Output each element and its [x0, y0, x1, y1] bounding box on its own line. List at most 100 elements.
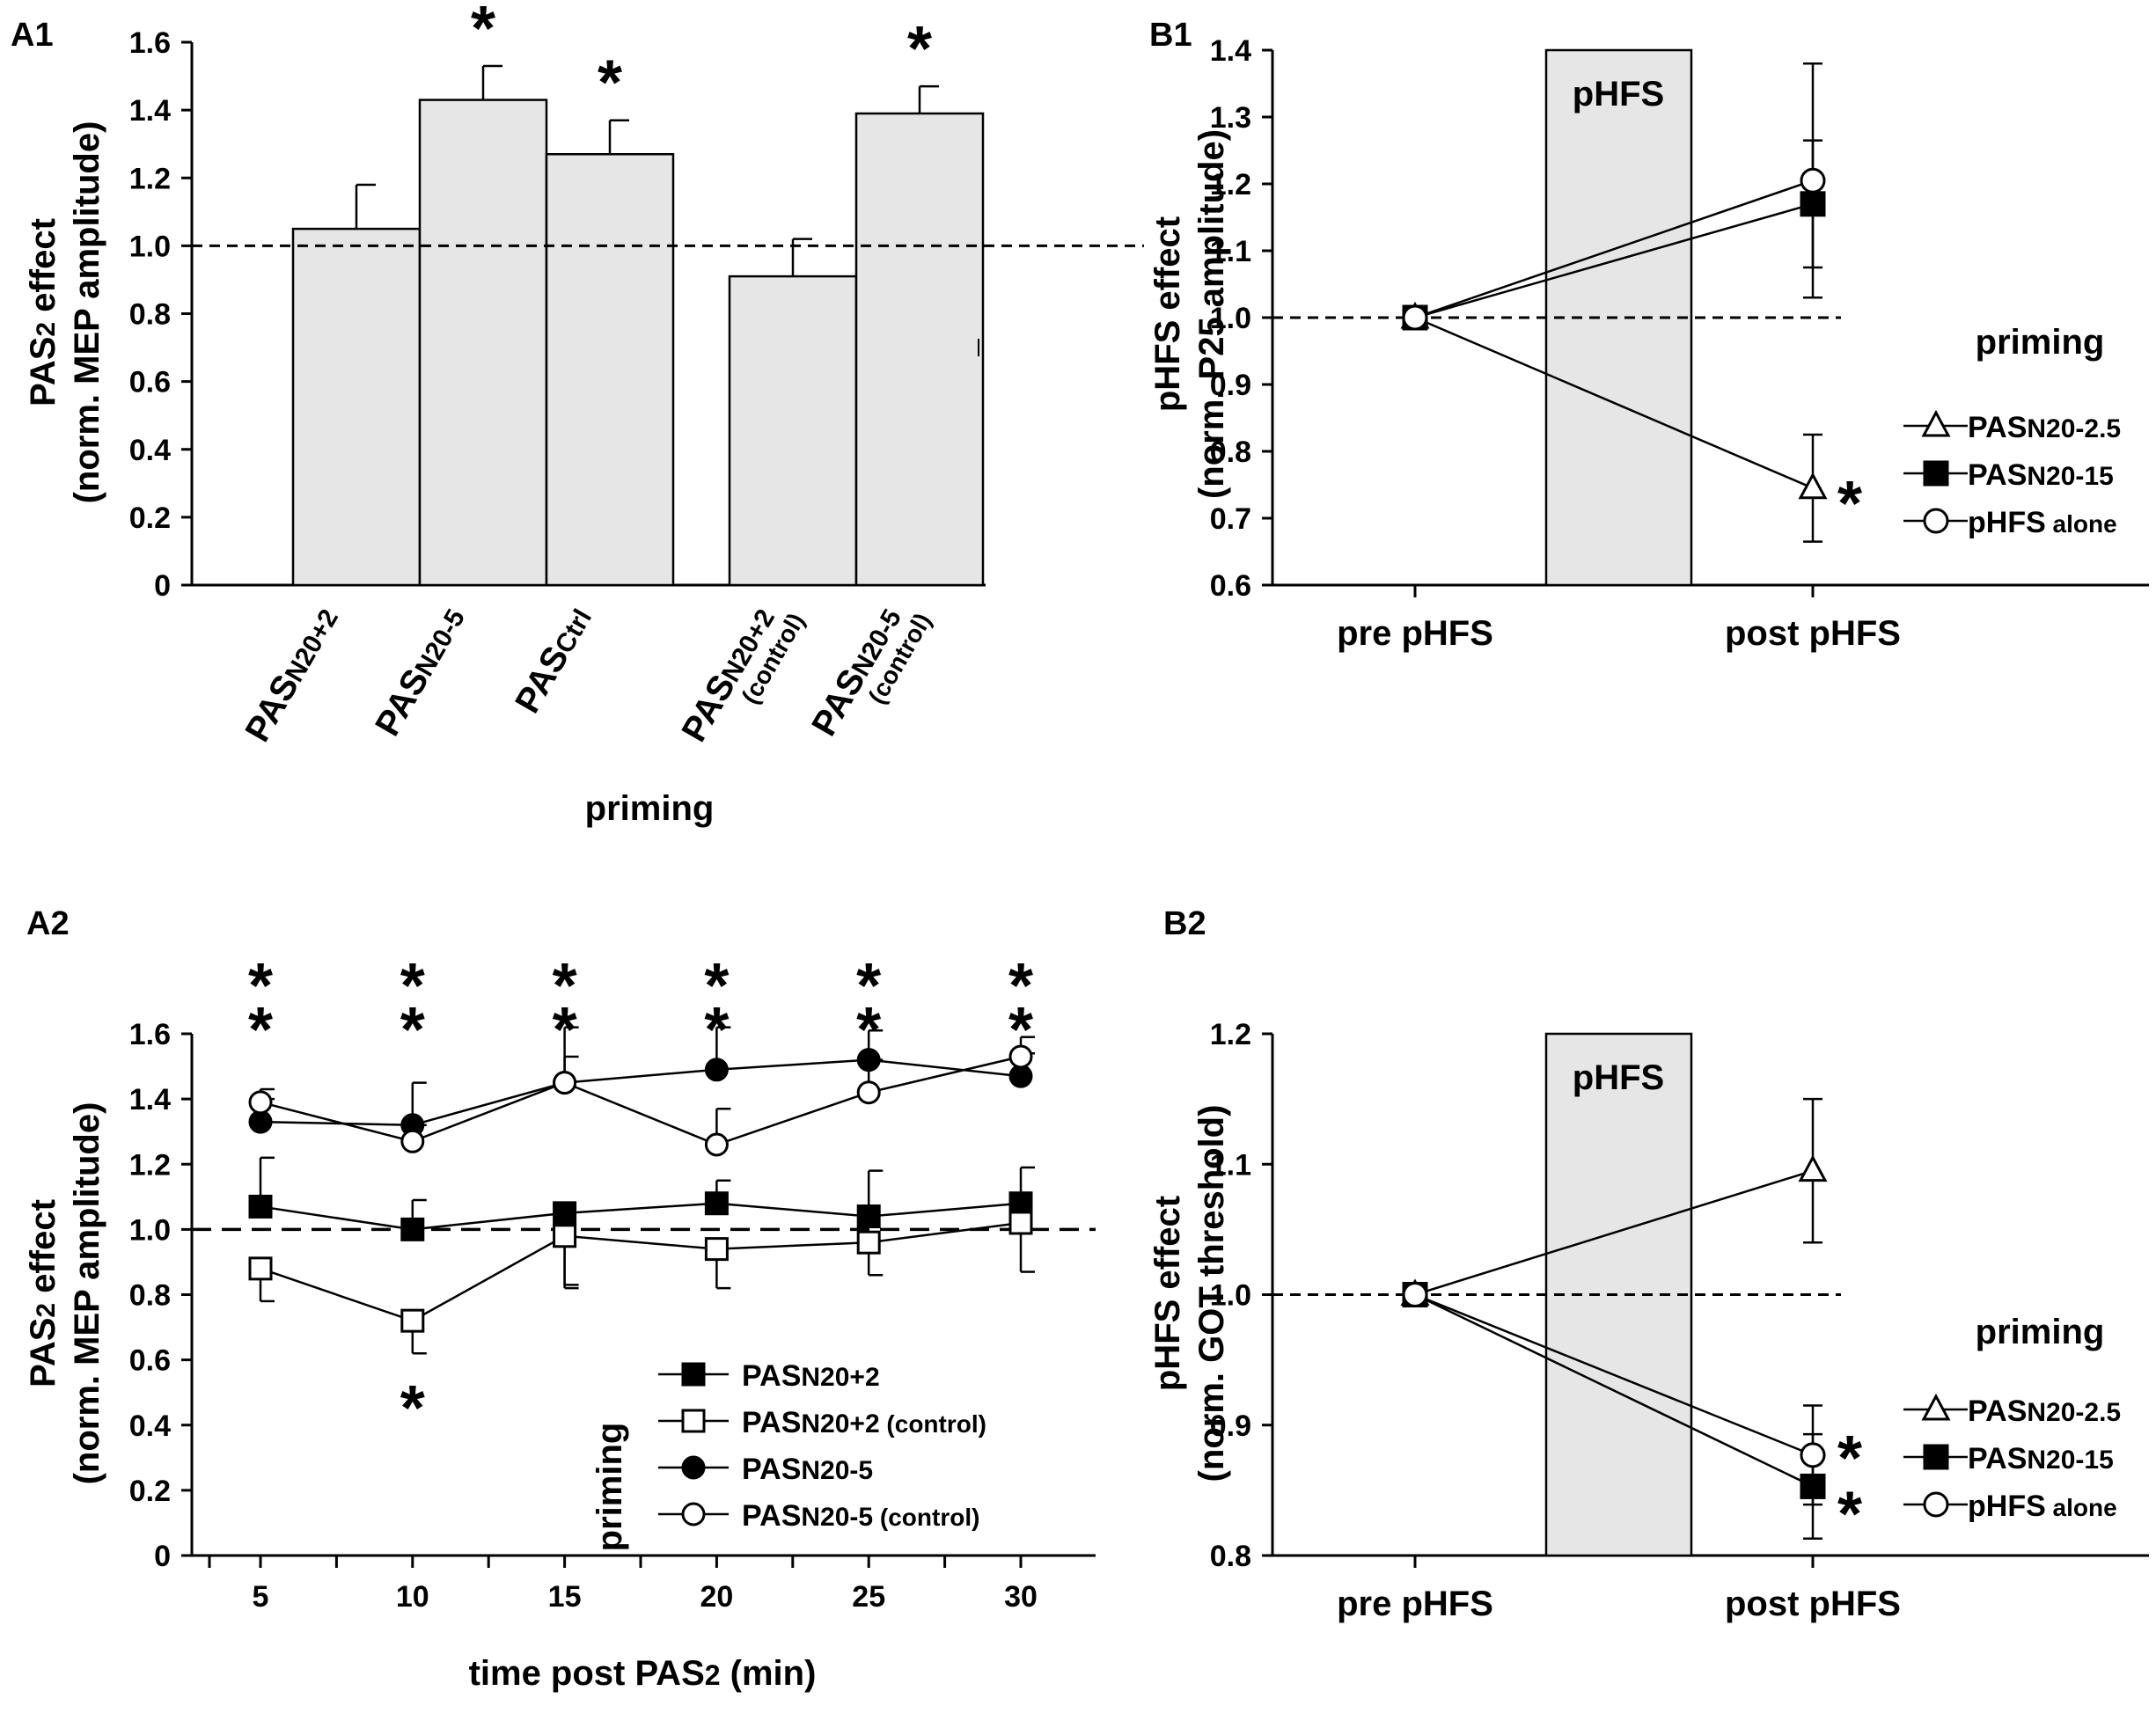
category-label: PASN20+2: [238, 601, 345, 749]
significance-star: *: [598, 48, 622, 119]
y-axis-title: pHFS effect (norm. GOT threshold): [1148, 1105, 1231, 1482]
legend-label: pHFS alone: [1968, 1490, 2117, 1523]
bar: [854, 112, 985, 587]
y-tick-label: 1.0: [129, 1213, 171, 1247]
data-point-marker: [1800, 167, 1826, 194]
y-tick-label: 1.6: [129, 1018, 171, 1051]
x-category-label: pre pHFS: [1337, 1585, 1493, 1623]
y-tick-label: 0.9: [1210, 369, 1251, 402]
significance-star: *: [553, 951, 577, 1021]
data-point-marker: [704, 1191, 729, 1216]
x-axis-title: time post PAS2 (min): [469, 1654, 817, 1693]
bar: [545, 153, 675, 587]
legend-label: PASN20-5: [742, 1453, 873, 1486]
series-line: [260, 1055, 1022, 1146]
legend-label: PASN20+2: [742, 1359, 880, 1393]
legend-label: PASN20+2 (control): [742, 1406, 986, 1439]
series-line: [1414, 316, 1814, 489]
significance-star: *: [248, 995, 273, 1065]
x-category-label: post pHFS: [1725, 1585, 1901, 1623]
data-point-marker: [248, 1090, 273, 1115]
significance-star: *: [704, 951, 729, 1021]
panel-label-b2: B2: [1163, 905, 1206, 942]
chart-b2: 0.8 0.9 1.0 1.1 1.2 pre pHFS post pHFS pHFS ** pr…: [1148, 1018, 2149, 1623]
legend-marker: [1923, 460, 1949, 487]
data-point-marker: [1798, 1154, 1828, 1182]
series-line: [260, 1221, 1022, 1322]
data-point-marker: [400, 1217, 425, 1241]
y-axis-title: pHFS effect (norm. P25 amplitude): [1148, 129, 1231, 499]
legend-label: PASN20-2.5: [1968, 1395, 2121, 1428]
y-tick-label: 0: [154, 1540, 171, 1573]
panel-label-b1: B1: [1149, 17, 1192, 54]
data-point-marker: [553, 1224, 577, 1248]
data-point-marker: [248, 1256, 273, 1281]
y-tick-label: 1.2: [129, 1148, 171, 1182]
y-tick-label: 0.4: [129, 434, 171, 467]
data-point-marker: [400, 1129, 425, 1153]
y-tick-label: 0.7: [1210, 502, 1251, 536]
chart-a2: 00.20.40.60.81.01.21.41.65 10 15 20 25 30****…: [24, 951, 1096, 1693]
y-tick-label: 0.6: [129, 1344, 171, 1378]
panel-label-a1: A1: [11, 17, 54, 54]
data-point-marker: [553, 1071, 577, 1095]
x-axis-title: priming: [585, 789, 715, 828]
data-point-marker: [1008, 1211, 1033, 1235]
y-axis-title: PAS2 effect (norm. MEP amplitude): [24, 1102, 106, 1485]
data-point-marker: [1008, 1064, 1033, 1088]
legend-marker: [1921, 409, 1951, 437]
data-point-marker: [856, 1230, 881, 1255]
data-point-marker: [856, 1080, 881, 1105]
legend-marker: [1923, 508, 1949, 534]
data-point-marker: [1008, 1044, 1033, 1069]
data-point-marker: [704, 1237, 729, 1262]
legend-title: priming: [1976, 323, 2105, 362]
y-tick-label: 0.6: [1210, 569, 1251, 603]
significance-star: *: [1008, 995, 1033, 1065]
data-point-marker: [553, 1201, 577, 1226]
significance-star: *: [400, 995, 425, 1065]
phfs-period-label: pHFS: [1573, 1058, 1664, 1097]
data-point-marker: [400, 1308, 425, 1333]
significance-star: *: [400, 1373, 425, 1444]
significance-star: *: [907, 14, 932, 84]
significance-star: *: [400, 951, 425, 1021]
series-line: [1414, 202, 1814, 319]
x-tick-label: 30: [1004, 1580, 1038, 1614]
y-tick-label: 0.4: [129, 1409, 171, 1443]
data-point-marker: [704, 1058, 729, 1082]
y-tick-label: 0: [154, 569, 171, 603]
data-point-marker: [248, 1194, 273, 1219]
y-tick-label: 1.4: [129, 1083, 171, 1116]
legend-label: pHFS alone: [1968, 506, 2117, 539]
legend-title: priming: [1976, 1313, 2105, 1351]
series-line: [1414, 1169, 1814, 1296]
legend-label: PASN20-15: [1968, 458, 2114, 492]
x-tick-label: 15: [548, 1580, 582, 1614]
y-tick-label: 1.1: [1210, 1148, 1251, 1182]
significance-star: *: [248, 951, 273, 1021]
significance-star: *: [471, 0, 495, 64]
series-line: [260, 1202, 1022, 1231]
y-tick-label: 1.3: [1210, 101, 1251, 135]
series-line: [260, 1058, 1022, 1127]
chart-b1: 0.6 0.7 0.8 0.9 1.0 1.1 1.2 1.3 1.4 pre pHFS post …: [1148, 34, 2149, 653]
significance-star: *: [1837, 1479, 1862, 1549]
y-tick-label: 1.4: [1210, 34, 1251, 68]
y-tick-label: 0.8: [1210, 1540, 1251, 1573]
data-point-marker: [1800, 1442, 1826, 1468]
y-tick-label: 0.9: [1210, 1409, 1251, 1443]
chart-a1: 0 0.2 0.4 0.6 0.8 1.0 1.2 1.4 1.6 PASN20+2 * PASN20…: [24, 0, 1144, 828]
y-tick-label: 1.4: [129, 94, 171, 128]
legend-marker: [681, 1362, 706, 1387]
legend-marker: [1921, 1393, 1951, 1421]
data-point-marker: [1008, 1191, 1033, 1216]
x-tick-label: 20: [700, 1580, 733, 1614]
series-line: [1414, 179, 1814, 319]
category-label: PASCtrl: [508, 601, 599, 720]
significance-star: *: [1837, 469, 1862, 539]
y-tick-label: 0.2: [129, 501, 171, 535]
significance-star: *: [856, 995, 881, 1065]
legend-marker: [1923, 1491, 1949, 1518]
